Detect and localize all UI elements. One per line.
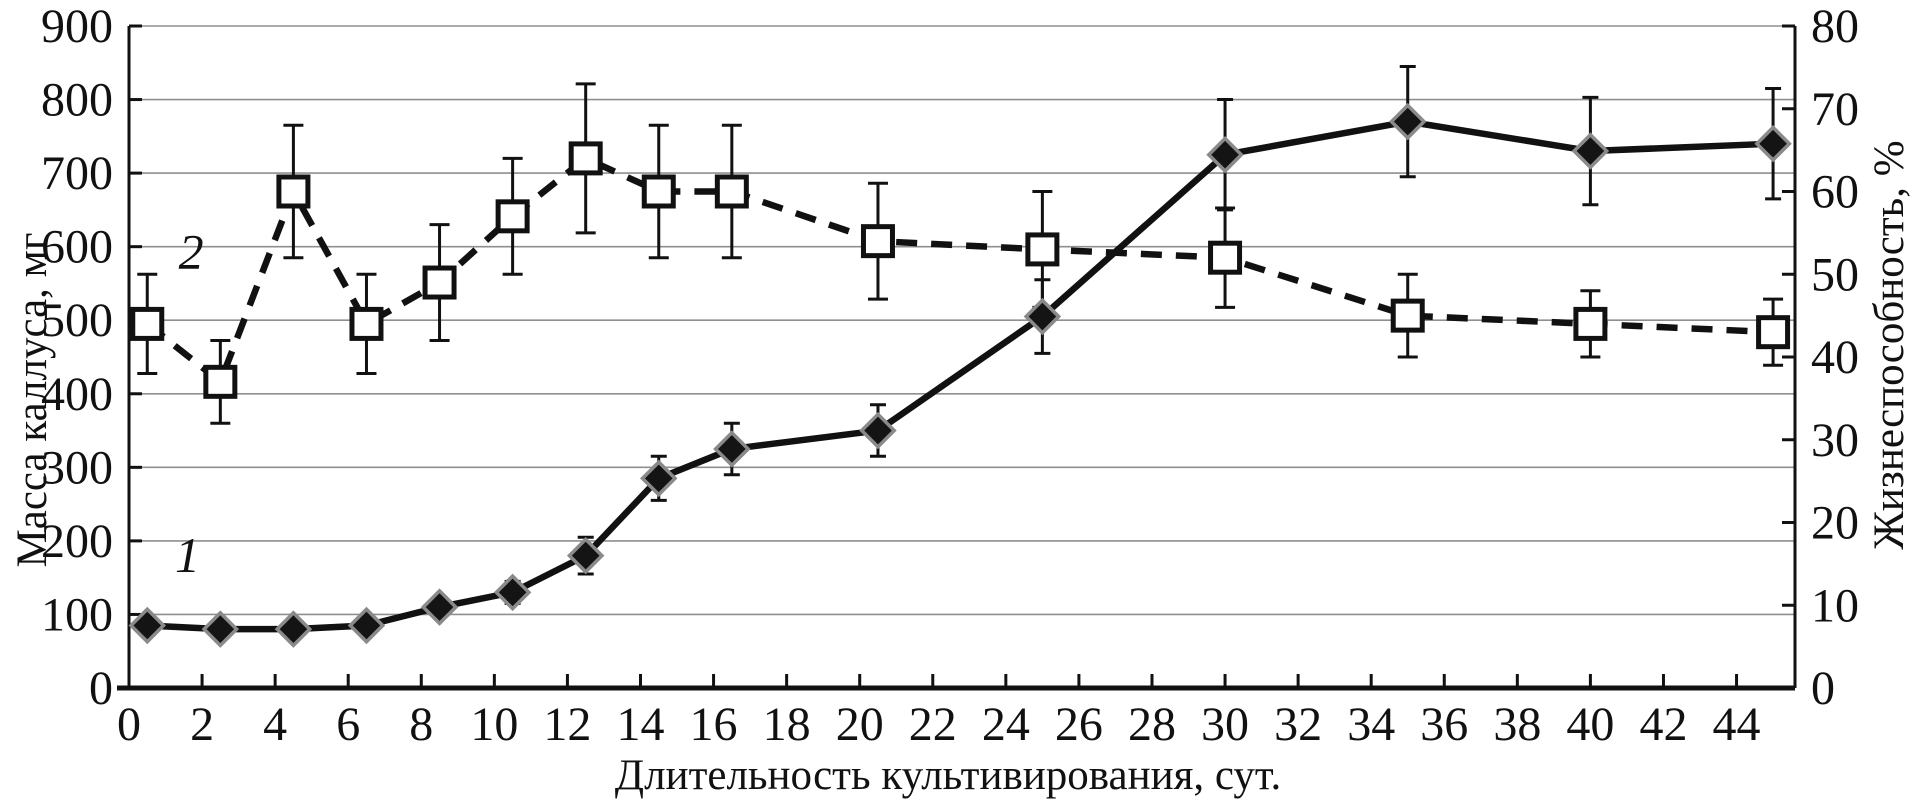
x-tick-label: 28: [1128, 698, 1176, 751]
series-2-marker-square: [203, 364, 238, 399]
y-left-tick-label: 400: [41, 368, 113, 421]
x-tick-label: 42: [1639, 698, 1687, 751]
y-right-tick-label: 20: [1811, 497, 1859, 550]
x-tick-label: 4: [263, 698, 287, 751]
series-2-layer: [130, 82, 1791, 425]
y-left-tick-label: 700: [41, 147, 113, 200]
y-left-tick-label: 900: [41, 0, 113, 53]
x-tick-label: 22: [909, 698, 957, 751]
y-right-tick-label: 40: [1811, 331, 1859, 384]
series-2-marker-square: [130, 306, 165, 341]
series-2-line: [145, 155, 1774, 386]
series-1-marker-diamond: [566, 536, 605, 575]
series-2-marker-square: [422, 265, 457, 300]
series-2-marker-square: [860, 224, 895, 259]
y-left-tick-label: 200: [41, 515, 113, 568]
y-right-tick-label: 10: [1811, 579, 1859, 632]
series-1-marker-diamond: [493, 573, 532, 612]
y-axis-right-title: Жизнеспособность, %: [1866, 140, 1913, 549]
x-axis-title: Длительность культивирования, сут.: [615, 752, 1281, 799]
series-1-marker-diamond: [1571, 132, 1610, 170]
x-tick-label: 40: [1566, 698, 1614, 751]
x-tick-label: 44: [1713, 698, 1761, 751]
y-left-tick-label: 0: [89, 662, 113, 715]
series-2-marker-square: [495, 199, 530, 234]
y-left-tick-label: 100: [41, 588, 113, 641]
y-right-tick-label: 80: [1811, 0, 1859, 53]
y-left-tick-label: 800: [41, 74, 113, 127]
series-2-marker-square: [1390, 298, 1425, 333]
curve-label-2: 2: [179, 224, 204, 280]
y-right-tick-label: 70: [1811, 83, 1859, 136]
series-1-marker-diamond: [713, 430, 751, 468]
series-2-marker-square: [1573, 306, 1608, 341]
series-2-marker-square: [1208, 240, 1243, 275]
x-tick-label: 18: [763, 698, 811, 751]
series-1-marker-diamond: [420, 588, 459, 626]
x-tick-label: 0: [117, 698, 141, 751]
series-2-marker-square: [568, 141, 603, 176]
x-tick-label: 14: [616, 698, 664, 751]
x-tick-label: 26: [1055, 698, 1103, 751]
series-2-marker-square: [1756, 315, 1791, 350]
x-tick-label: 2: [190, 698, 214, 751]
series-2-marker-square: [349, 306, 384, 341]
series-2-marker-square: [1025, 232, 1060, 267]
x-tick-label: 8: [409, 698, 433, 751]
x-tick-label: 10: [470, 698, 518, 751]
x-tick-label: 30: [1201, 698, 1249, 751]
curve-label-1: 1: [175, 527, 200, 583]
series-1-marker-diamond: [201, 610, 240, 648]
x-tick-label: 16: [690, 698, 738, 751]
series-1-marker-diamond: [1206, 135, 1244, 174]
series-1-marker-diamond: [1023, 297, 1062, 336]
curve-labels-layer: 12: [175, 224, 204, 583]
x-tick-label: 36: [1420, 698, 1468, 751]
series-2-marker-square: [641, 174, 676, 209]
x-tick-label: 34: [1347, 698, 1395, 751]
x-tick-label: 24: [982, 698, 1030, 751]
x-tick-label: 6: [336, 698, 360, 751]
x-tick-label: 12: [543, 698, 591, 751]
series-1-marker-diamond: [128, 606, 167, 645]
series-1-marker-diamond: [1388, 102, 1427, 141]
x-tick-label: 38: [1493, 698, 1541, 751]
y-right-tick-label: 50: [1811, 248, 1859, 301]
x-tick-label: 20: [836, 698, 884, 751]
axes-layer: 0 2 4 6 8 10 12 14 16 18 20 22 24 26 28 30 32 34 36 38 40 42 4…: [41, 0, 1859, 751]
x-tick-label: 32: [1274, 698, 1322, 751]
series-1-marker-diamond: [347, 606, 386, 645]
y-right-tick-label: 30: [1811, 414, 1859, 467]
series-2-marker-square: [276, 174, 311, 209]
series-1-marker-diamond: [640, 459, 678, 498]
y-right-tick-label: 60: [1811, 166, 1859, 219]
series-2-marker-square: [714, 174, 749, 209]
y-left-tick-label: 600: [41, 221, 113, 274]
y-axis-left-title: Масса каллуса, мг: [9, 232, 56, 567]
y-left-tick-label: 300: [41, 441, 113, 494]
series-1-marker-diamond: [1754, 124, 1792, 163]
series-1-marker-diamond: [859, 411, 897, 450]
series-1-layer: [128, 64, 1792, 648]
series-1-marker-diamond: [274, 610, 313, 648]
y-left-tick-label: 500: [41, 294, 113, 347]
series-1-line: [147, 118, 1774, 633]
y-right-tick-label: 0: [1811, 662, 1835, 715]
